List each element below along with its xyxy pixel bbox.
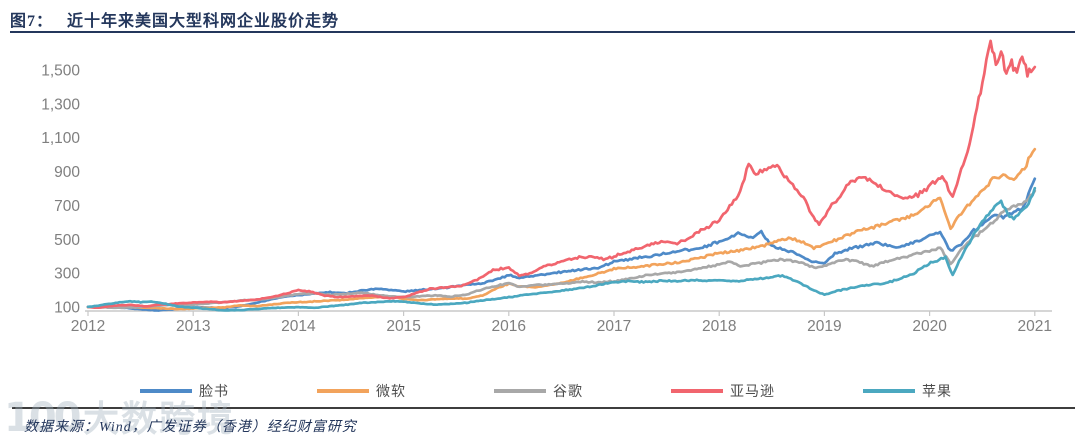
figure-number: 图7： (10, 13, 54, 30)
x-axis-label: 2014 (281, 318, 316, 335)
x-axis-label: 2012 (71, 318, 105, 335)
legend-item-facebook: 脸书 (140, 381, 229, 401)
footer-divider (12, 407, 1075, 409)
y-axis-label: 1,500 (41, 63, 80, 80)
x-axis-label: 2013 (176, 318, 210, 335)
legend-label-google: 谷歌 (553, 383, 583, 399)
data-source-text: 数据来源：Wind，广发证券（香港）经纪财富研究 (24, 420, 357, 435)
legend-label-amazon: 亚马逊 (730, 383, 775, 399)
y-axis-label: 1,100 (41, 130, 80, 147)
legend-label-microsoft: 微软 (376, 383, 406, 399)
x-axis-label: 2018 (702, 318, 736, 335)
y-axis-label: 500 (54, 232, 80, 249)
x-axis-label: 2016 (492, 318, 526, 335)
y-axis-label: 100 (54, 300, 80, 317)
legend-swatch-amazon (671, 389, 723, 393)
figure-title: 图7： 近十年来美国大型科网企业股价走势 (10, 7, 339, 31)
legend-swatch-apple (863, 389, 915, 393)
series-line-apple (86, 186, 1037, 312)
x-axis-label: 2017 (597, 318, 631, 335)
x-axis-label: 2015 (386, 318, 420, 335)
legend-swatch-microsoft (317, 389, 369, 393)
legend-swatch-google (494, 389, 546, 393)
data-source-note: 数据来源：Wind，广发证券（香港）经纪财富研究 (24, 416, 357, 436)
x-axis-label: 2020 (912, 318, 947, 335)
y-axis-label: 900 (54, 164, 80, 181)
series-line-amazon (86, 39, 1037, 309)
legend-item-amazon: 亚马逊 (671, 381, 775, 401)
legend-label-facebook: 脸书 (199, 383, 229, 399)
y-axis-label: 300 (54, 266, 80, 283)
legend-item-google: 谷歌 (494, 381, 583, 401)
y-axis-label: 700 (54, 198, 80, 215)
x-axis-label: 2021 (1018, 318, 1052, 335)
legend-swatch-facebook (140, 389, 192, 393)
title-divider (10, 31, 1075, 33)
figure-title-text: 近十年来美国大型科网企业股价走势 (67, 13, 340, 30)
x-axis-label: 2019 (807, 318, 841, 335)
y-axis-label: 1,300 (41, 96, 80, 113)
legend-label-apple: 苹果 (922, 383, 952, 399)
legend-item-apple: 苹果 (863, 381, 952, 401)
chart-legend: 脸书 微软 谷歌 亚马逊 苹果 (140, 381, 952, 401)
series-line-microsoft (86, 147, 1037, 311)
legend-item-microsoft: 微软 (317, 381, 406, 401)
